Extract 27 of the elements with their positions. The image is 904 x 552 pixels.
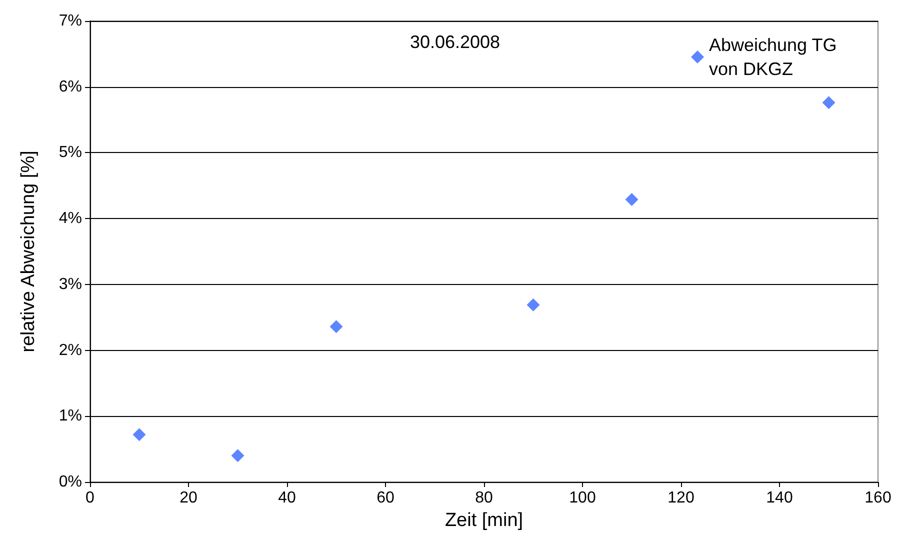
x-tick-label: 20 (180, 490, 198, 506)
y-tick-label: 1% (58, 408, 82, 425)
x-tick-label: 100 (569, 490, 596, 506)
point (231, 449, 244, 462)
legend-label: Abweichung TG von DKGZ (709, 35, 842, 79)
y-tick-label: 4% (58, 210, 82, 228)
point (625, 192, 638, 206)
text: 30.06.2008 (410, 32, 500, 52)
x-tick-label: 140 (766, 490, 793, 506)
y-tick-label: 2% (58, 342, 82, 359)
y-tick-label: 5% (58, 144, 82, 162)
point (330, 320, 343, 334)
point (822, 96, 836, 110)
x-tick-label: 40 (278, 490, 296, 506)
point (132, 428, 146, 442)
y-axis-title: relative Abweichung [%] (18, 150, 39, 352)
y-tick-label: 6% (58, 78, 82, 96)
x-tick-label: 0 (86, 490, 95, 506)
point (526, 298, 540, 312)
x-tick-label: 80 (475, 490, 493, 506)
y-tick-label: 3% (58, 276, 82, 293)
x-axis-title: Zeit [min] (444, 510, 524, 531)
y-tick-label: 7% (58, 12, 82, 30)
y-tick-label: 0% (58, 474, 82, 490)
x-tick-label: 60 (376, 490, 394, 506)
x-tick-label: 160 (864, 490, 892, 506)
x-tick-label: 120 (668, 490, 694, 506)
